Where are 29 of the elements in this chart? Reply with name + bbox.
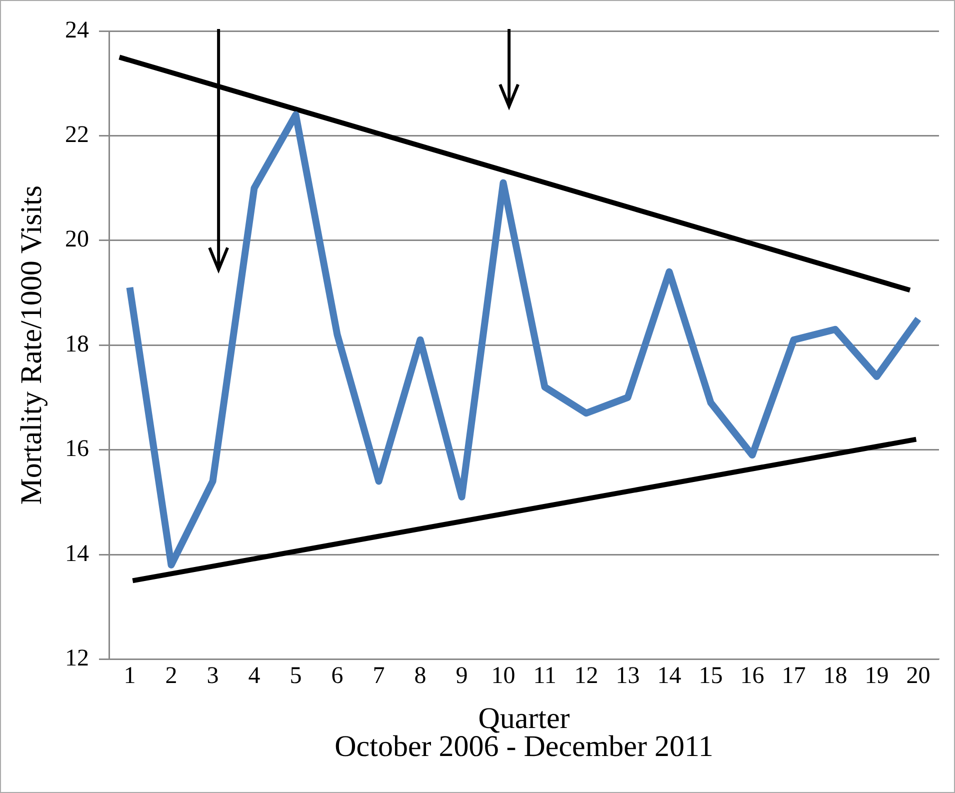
- x-tick-label: 6: [331, 662, 344, 689]
- y-tick-label: 24: [65, 17, 89, 44]
- x-tick-label: 9: [456, 662, 468, 689]
- x-tick-label: 8: [414, 662, 426, 689]
- x-tick-label: 4: [248, 662, 260, 689]
- y-tick-label: 14: [65, 540, 89, 567]
- x-tick-label: 10: [491, 662, 516, 689]
- x-tick-label: 17: [782, 662, 806, 689]
- x-axis-title: Quarter: [478, 702, 570, 735]
- x-tick-label: 2: [165, 662, 178, 689]
- x-tick-label: 15: [698, 662, 723, 689]
- x-tick-label: 16: [740, 662, 764, 689]
- y-tick-label: 12: [65, 645, 89, 672]
- x-tick-label: 7: [372, 662, 385, 689]
- y-tick-label: 22: [65, 122, 89, 148]
- y-tick-label: 16: [65, 436, 89, 462]
- x-tick-label: 11: [533, 662, 556, 689]
- x-tick-label: 3: [206, 662, 219, 689]
- y-tick-label: 18: [65, 331, 89, 358]
- x-tick-label: 18: [823, 662, 848, 689]
- y-tick-label: 20: [65, 226, 89, 253]
- y-axis-title: Mortality Rate/1000 Visits: [14, 185, 48, 505]
- x-tick-label: 13: [616, 662, 640, 689]
- x-tick-label: 14: [657, 662, 682, 689]
- x-tick-label: 19: [864, 662, 889, 689]
- x-tick-label: 20: [906, 662, 930, 689]
- x-tick-label: 5: [290, 662, 302, 689]
- x-tick-label: 1: [124, 662, 136, 689]
- x-tick-label: 12: [574, 662, 598, 689]
